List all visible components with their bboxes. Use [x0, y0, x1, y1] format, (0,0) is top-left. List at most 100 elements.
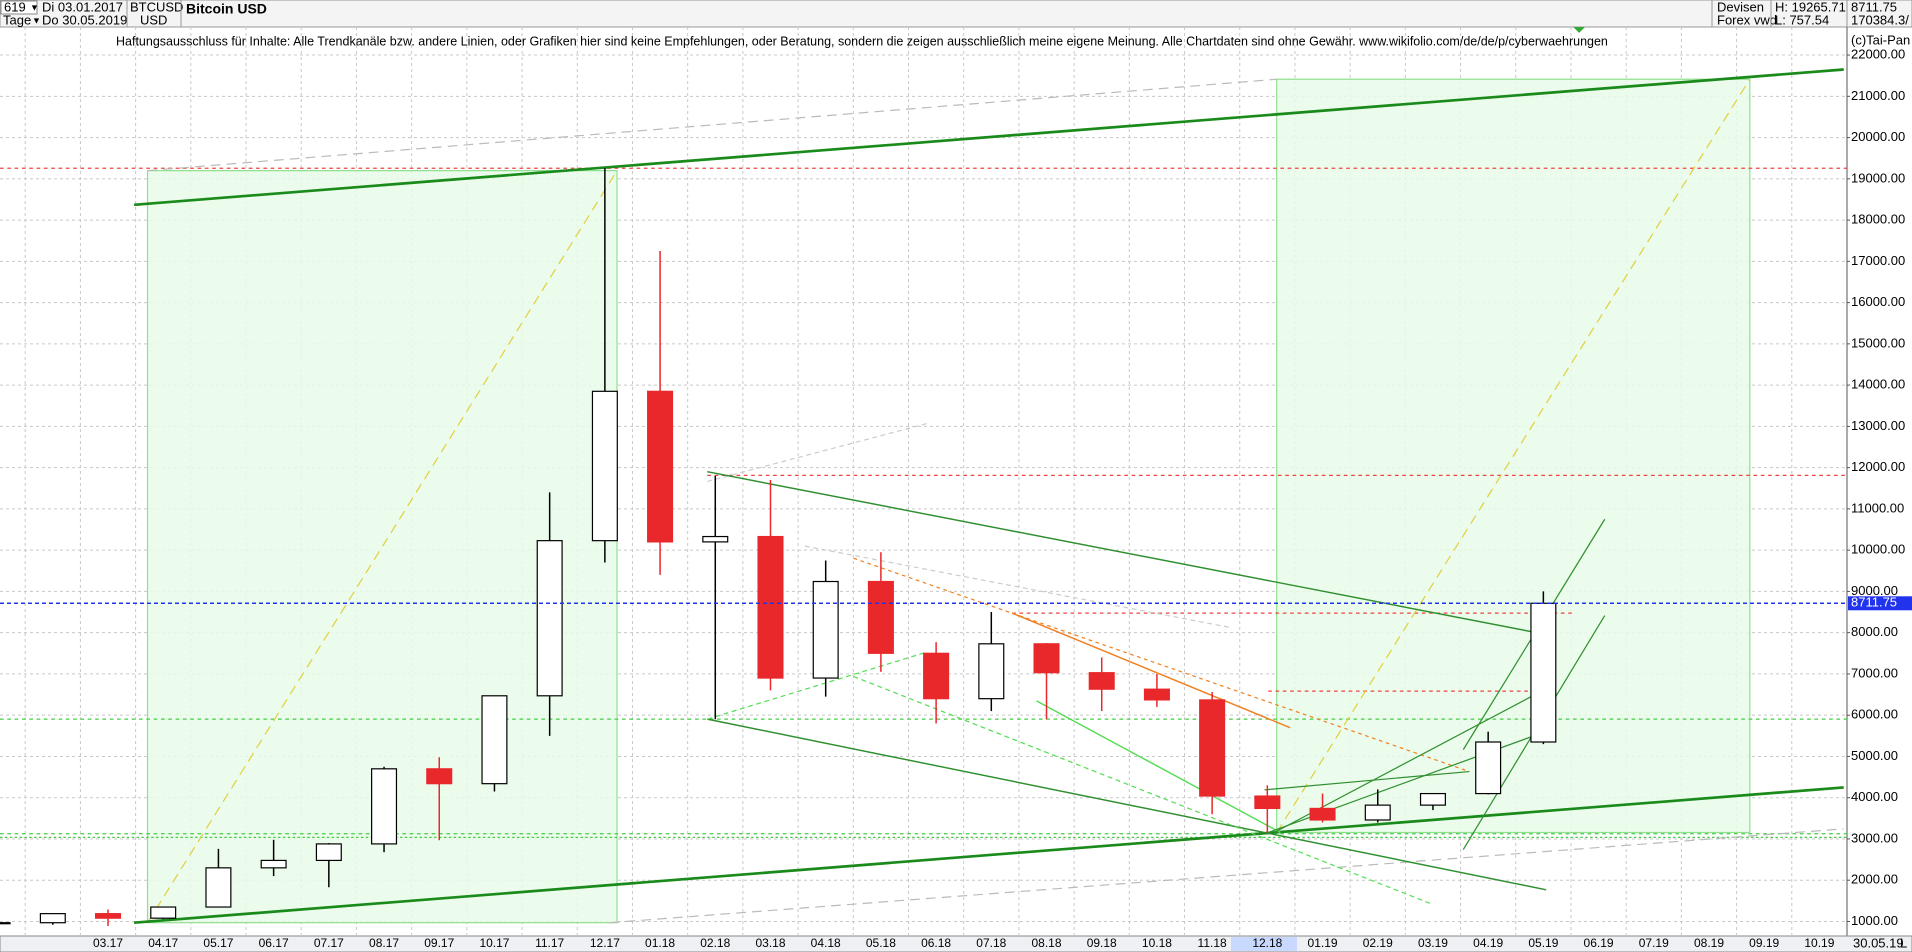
y-tick-label: 15000.00: [1851, 335, 1905, 350]
x-tick-label: 06.19: [1584, 936, 1614, 950]
price-label: 8711.75: [1851, 595, 1897, 610]
diagonal: [147, 170, 618, 924]
x-tick-label: 07.19: [1639, 936, 1669, 950]
x-tick-label: 01.19: [1308, 936, 1338, 950]
x-tick-label: 11.18: [1198, 936, 1227, 950]
x-tick-label: 05.17: [203, 936, 233, 950]
x-axis-highlight: [1231, 937, 1297, 951]
channel-line: [134, 68, 1844, 207]
candle-body: [1199, 699, 1226, 797]
candle-body: [867, 580, 894, 654]
x-tick-label: 09.17: [424, 936, 454, 950]
y-tick-label: 21000.00: [1851, 88, 1905, 103]
candle-body: [978, 643, 1005, 700]
x-tick-label: 02.19: [1363, 936, 1393, 950]
candle-body: [481, 695, 508, 785]
trend-line: [1036, 700, 1281, 834]
end-date: Do 30.05.2019: [42, 12, 127, 27]
x-axis-bar: [0, 935, 1912, 952]
candle-body: [923, 652, 950, 700]
y-tick-label: 3000.00: [1851, 830, 1898, 845]
y-tick-label: 11000.00: [1851, 500, 1904, 515]
channel-line: [707, 470, 1543, 635]
x-tick-label: 04.18: [811, 936, 841, 950]
candle-body: [1364, 804, 1391, 821]
channel-line: [707, 718, 1547, 891]
x-tick-label: 03.18: [755, 936, 785, 950]
x-tick-label: 07.18: [976, 936, 1006, 950]
candle-body: [1254, 795, 1281, 810]
header-bar: [0, 0, 1912, 28]
trend-line: [707, 651, 927, 720]
x-tick-label: 11.17: [535, 936, 564, 950]
x-tick-label: 10.19: [1804, 936, 1834, 950]
x-tick-label: 04.19: [1473, 936, 1503, 950]
candle-body: [94, 913, 122, 919]
candle-body: [1309, 807, 1336, 821]
x-tick-label: 03.19: [1418, 936, 1448, 950]
y-tick-label: 5000.00: [1851, 748, 1898, 763]
x-tick-label: 09.18: [1087, 936, 1117, 950]
trend-line: [1011, 612, 1291, 729]
chart-title: Bitcoin USD: [186, 1, 267, 17]
x-tick-label: 08.19: [1694, 936, 1724, 950]
y-tick-label: 16000.00: [1851, 294, 1905, 309]
period[interactable]: Tage: [3, 12, 31, 27]
trend-line: [147, 78, 1277, 172]
x-tick-label: 12.18: [1252, 936, 1282, 950]
candle-body: [1088, 672, 1115, 690]
candle-body: [426, 768, 453, 785]
currency: USD: [140, 12, 167, 27]
candle-body: [1475, 741, 1502, 795]
candle-body: [205, 867, 232, 908]
y-tick-label: 13000.00: [1851, 418, 1905, 433]
trend-line: [853, 675, 1434, 905]
x-tick-label: 05.19: [1528, 936, 1558, 950]
x-tick-label: 07.17: [314, 936, 344, 950]
y-tick-label: 19000.00: [1851, 170, 1905, 185]
candle-body: [150, 906, 177, 919]
candle-body: [1143, 688, 1170, 701]
symbol: BTCUSD: [130, 0, 183, 14]
x-tick-label: 05.18: [866, 936, 896, 950]
x-tick-label: 06.18: [921, 936, 951, 950]
x-tick-label: 10.17: [479, 936, 509, 950]
trend-line: [707, 422, 930, 483]
volume: 170384.3/: [1851, 12, 1909, 27]
low: L: 757.54: [1775, 12, 1829, 27]
candle-body: [39, 913, 66, 924]
footer-mode[interactable]: L: [1900, 935, 1907, 950]
y-tick-label: 18000.00: [1851, 212, 1905, 227]
candle-body: [1033, 643, 1060, 674]
candle-body: [536, 540, 563, 697]
y-tick-label: 1000.00: [1851, 913, 1898, 928]
footer-date: 30.05.19: [1853, 935, 1904, 950]
count: 619: [4, 0, 26, 14]
count-box[interactable]: [0, 0, 38, 15]
x-tick-label: 06.17: [259, 936, 289, 950]
candle-body: [315, 843, 342, 862]
price-label-bg: [1848, 596, 1912, 611]
diagonal: [1276, 78, 1751, 833]
source: Forex vwd: [1717, 12, 1777, 27]
candle-body: [260, 859, 287, 869]
y-tick-label: 17000.00: [1851, 253, 1905, 268]
y-tick-label: 9000.00: [1851, 583, 1898, 598]
x-tick-label: 04.17: [148, 936, 178, 950]
x-tick-label: 02.18: [700, 936, 730, 950]
candle-body: [1419, 792, 1446, 806]
last: 8711.75: [1851, 0, 1897, 14]
trend-line: [1264, 770, 1470, 791]
trend-line: [853, 557, 1470, 773]
dropdown-arrow[interactable]: ▼: [30, 2, 39, 12]
copyright: (c)Tai-Pan: [1851, 32, 1910, 47]
y-tick-label: 20000.00: [1851, 129, 1905, 144]
header: 619 ▼ Di 03.01.2017 Tage ▼ Do 30.05.2019…: [0, 0, 1912, 28]
candle-body: [371, 768, 398, 845]
dropdown-arrow[interactable]: ▼: [32, 15, 41, 25]
candle-body: [591, 390, 618, 542]
y-tick-label: 2000.00: [1851, 872, 1898, 887]
y-tick-label: 7000.00: [1851, 665, 1898, 680]
